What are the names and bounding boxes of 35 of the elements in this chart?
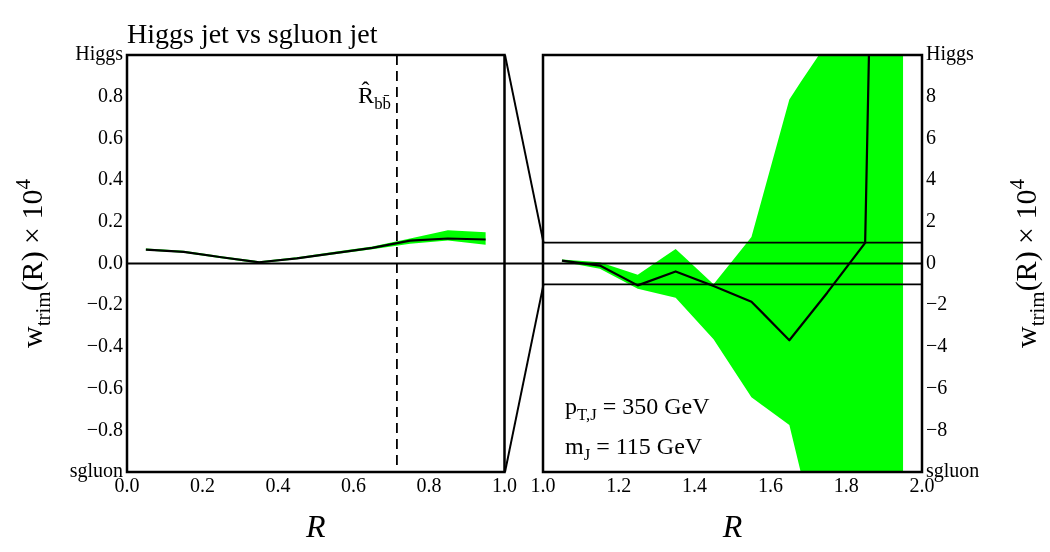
y2-tick-label: −6 — [926, 375, 948, 398]
x-tick-label: 1.4 — [682, 474, 708, 497]
y-tick-label: −0.8 — [86, 417, 123, 440]
y2-tick-label: −2 — [926, 292, 948, 315]
y2-axis-title: wtrim(R) × 104 — [1005, 178, 1049, 349]
x-tick-label: 1.0 — [530, 474, 556, 497]
x-tick-label: 1.2 — [606, 474, 632, 497]
x-axis-title: R — [304, 508, 326, 545]
x-tick-label: 1.0 — [492, 474, 517, 497]
x-axis-title: R — [721, 508, 743, 545]
y2-tick-label: Higgs — [926, 42, 974, 66]
y-tick-label: −0.2 — [86, 292, 123, 315]
y-tick-label: 0.8 — [98, 83, 123, 106]
y-tick-label: 0.6 — [98, 125, 123, 148]
x-tick-label: 1.6 — [757, 474, 783, 497]
y2-tick-label: 4 — [926, 167, 936, 190]
y2-tick-label: 0 — [926, 250, 936, 273]
y2-tick-label: 2 — [926, 209, 936, 232]
x-tick-label: 1.8 — [833, 474, 859, 497]
y-tick-label: −0.6 — [86, 375, 123, 398]
x-tick-label: 0.2 — [190, 474, 215, 497]
chart-title: Higgs jet vs sgluon jet — [127, 18, 378, 49]
x-tick-label: 0.4 — [265, 474, 291, 497]
y2-tick-label: 8 — [926, 83, 936, 106]
y-axis-title: wtrim(R) × 104 — [11, 178, 55, 349]
y-tick-label: −0.4 — [86, 334, 123, 357]
y-tick-label: 0.2 — [98, 209, 123, 232]
y2-tick-label: −4 — [926, 334, 948, 357]
y-tick-label: 0.0 — [98, 250, 123, 273]
y-tick-label: Higgs — [75, 42, 124, 66]
x-tick-label: 0.6 — [341, 474, 366, 497]
y2-tick-label: −8 — [926, 417, 948, 440]
x-tick-label: 0.8 — [416, 474, 442, 497]
y2-tick-label: 6 — [926, 125, 936, 148]
y-tick-label: 0.4 — [98, 167, 123, 190]
